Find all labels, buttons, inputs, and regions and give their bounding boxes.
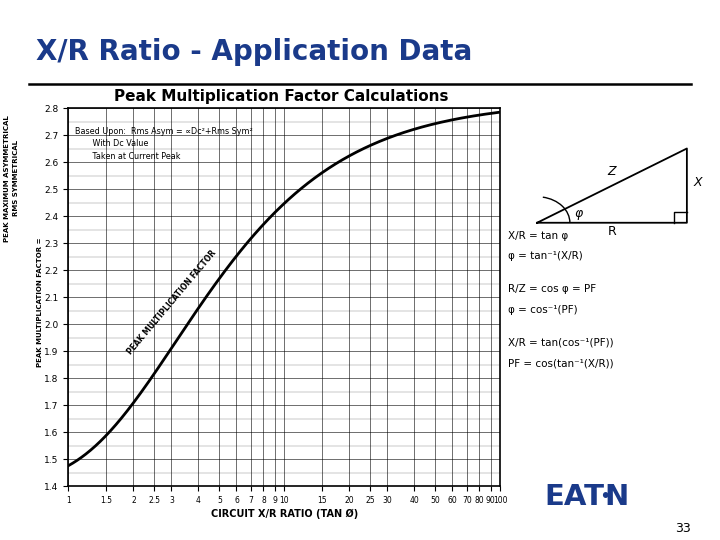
Text: φ = cos⁻¹(PF): φ = cos⁻¹(PF) [508,305,578,315]
Text: Peak Multiplication Factor Calculations: Peak Multiplication Factor Calculations [114,89,448,104]
Text: R/Z = cos φ = PF: R/Z = cos φ = PF [508,284,596,294]
Text: •: • [599,487,611,507]
Text: PF = cos(tan⁻¹(X/R)): PF = cos(tan⁻¹(X/R)) [508,358,614,368]
Text: R: R [608,225,616,238]
Text: X/R Ratio - Application Data: X/R Ratio - Application Data [36,38,472,66]
Text: 33: 33 [675,522,691,535]
Text: X: X [694,176,703,188]
Text: N: N [605,483,629,511]
Text: EAT: EAT [545,483,605,511]
Text: Based Upon:  Rms Asym = ∝Dc²+Rms Sym²
       With Dc Value
       Taken at Curre: Based Upon: Rms Asym = ∝Dc²+Rms Sym² Wit… [75,127,253,161]
Text: X/R = tan(cos⁻¹(PF)): X/R = tan(cos⁻¹(PF)) [508,338,614,348]
Text: φ = tan⁻¹(X/R): φ = tan⁻¹(X/R) [508,252,583,261]
Text: PEAK MULTIPLICATION FACTOR =: PEAK MULTIPLICATION FACTOR = [37,238,42,367]
Text: Z: Z [608,165,616,178]
Text: PEAK MAXIMUM ASYMMETRICAL: PEAK MAXIMUM ASYMMETRICAL [4,115,10,241]
Text: RMS SYMMETRICAL: RMS SYMMETRICAL [13,140,19,216]
Text: PEAK MULTIPLICATION FACTOR: PEAK MULTIPLICATION FACTOR [125,248,217,356]
Text: φ: φ [574,207,582,220]
Text: X/R = tan φ: X/R = tan φ [508,231,568,241]
X-axis label: CIRCUIT X/R RATIO (TAN Ø): CIRCUIT X/R RATIO (TAN Ø) [211,509,358,519]
